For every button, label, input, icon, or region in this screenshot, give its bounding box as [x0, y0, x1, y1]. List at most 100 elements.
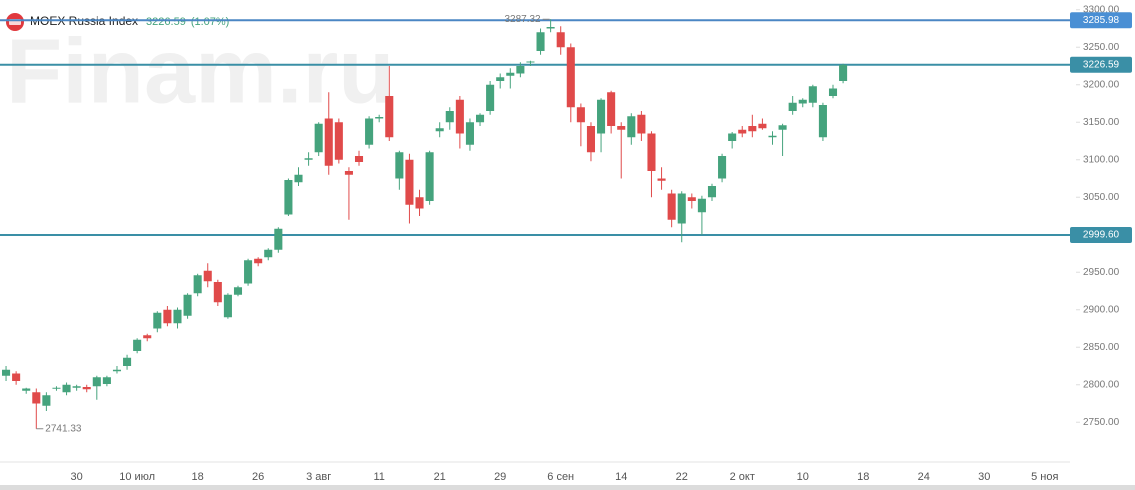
- candle-body: [193, 275, 202, 294]
- candle-body: [808, 86, 817, 103]
- x-tick-label: 10 июл: [119, 471, 155, 483]
- level-label-box: [1070, 12, 1132, 29]
- candle-body: [264, 249, 273, 258]
- candle-body: [344, 171, 353, 175]
- y-tick-label: 3300.00: [1083, 4, 1120, 15]
- candle-body: [536, 32, 545, 51]
- candle-body: [2, 369, 11, 376]
- candle-body: [183, 294, 192, 316]
- price-change: (1.07%): [191, 16, 230, 28]
- candle-body: [586, 126, 596, 153]
- candle-body: [486, 84, 495, 111]
- watermark: Finam.ru: [6, 20, 394, 122]
- candle-body: [455, 99, 464, 134]
- candle-body: [697, 198, 706, 213]
- candle-body: [153, 312, 162, 329]
- candle-body: [475, 114, 485, 123]
- candle-body: [637, 114, 646, 134]
- level-label-box: [1070, 56, 1132, 73]
- candle-body: [839, 64, 848, 81]
- candle-body: [294, 174, 303, 183]
- x-tick-label: 11: [373, 471, 384, 483]
- candle-body: [233, 287, 243, 295]
- candle-body: [657, 178, 666, 181]
- candle-body: [556, 32, 565, 48]
- candle-body: [112, 369, 122, 372]
- y-tick-label: 3050.00: [1083, 192, 1120, 203]
- y-tick-label: 2850.00: [1083, 342, 1120, 353]
- candle-body: [607, 92, 616, 126]
- candle-body: [818, 105, 827, 138]
- candle-body: [758, 123, 767, 129]
- candle-body: [435, 128, 444, 132]
- candle-body: [123, 357, 132, 366]
- candle-body: [788, 102, 797, 111]
- x-tick-label: 2 окт: [730, 471, 755, 483]
- candle-body: [314, 123, 323, 153]
- y-tick-label: 2900.00: [1083, 304, 1120, 315]
- x-tick-label: 24: [918, 471, 930, 483]
- x-tick-label: 30: [71, 471, 83, 483]
- low-annotation: 2741.33: [45, 423, 82, 434]
- y-tick-label: 2750.00: [1083, 417, 1120, 428]
- scrollbar: [0, 485, 1135, 490]
- y-tick-label: 3100.00: [1083, 154, 1120, 165]
- candle-body: [496, 77, 505, 81]
- level-label: 2999.60: [1083, 230, 1120, 241]
- candle-body: [304, 158, 313, 160]
- candle-body: [778, 125, 787, 130]
- candle-body: [324, 118, 333, 166]
- candle-body: [728, 133, 737, 141]
- candle-body: [445, 111, 454, 123]
- candle-body: [213, 282, 222, 303]
- candle-body: [203, 270, 212, 282]
- candle-body: [334, 122, 343, 160]
- x-tick-label: 6 сен: [547, 471, 574, 483]
- candle-body: [42, 395, 51, 406]
- level-label: 3226.59: [1083, 59, 1120, 70]
- candle-body: [506, 72, 515, 76]
- candle-body: [627, 116, 636, 138]
- candle-body: [546, 27, 555, 29]
- candle-body: [32, 392, 41, 404]
- candle-body: [415, 197, 424, 209]
- candle-body: [173, 309, 182, 324]
- x-tick-label: 3 авг: [306, 471, 331, 483]
- candle-body: [667, 193, 676, 220]
- candle-body: [12, 373, 21, 381]
- candle-body: [677, 193, 686, 224]
- candle-body: [395, 152, 404, 179]
- candle-body: [617, 126, 626, 130]
- candle-body: [828, 88, 838, 96]
- candle-body: [597, 99, 606, 134]
- x-tick-label: 14: [615, 471, 627, 483]
- candle-body: [284, 180, 293, 215]
- x-tick-label: 18: [857, 471, 869, 483]
- candle-body: [707, 186, 717, 198]
- candle-body: [254, 258, 263, 264]
- candle-body: [425, 152, 434, 201]
- candle-body: [798, 99, 807, 104]
- candle-body: [163, 309, 172, 324]
- candle-body: [576, 107, 585, 123]
- candle-body: [526, 61, 535, 63]
- y-tick-label: 3150.00: [1083, 117, 1120, 128]
- candle-body: [405, 159, 414, 205]
- candle-body: [647, 133, 656, 171]
- candle-body: [385, 96, 394, 138]
- candle-body: [687, 197, 696, 201]
- candle-body: [748, 126, 757, 132]
- x-tick-label: 10: [797, 471, 809, 483]
- x-tick-label: 21: [434, 471, 446, 483]
- x-tick-label: 18: [192, 471, 204, 483]
- candle-body: [768, 135, 777, 138]
- y-tick-label: 2800.00: [1083, 379, 1120, 390]
- candle-body: [22, 388, 31, 391]
- level-label: 3285.98: [1083, 15, 1120, 26]
- candle-body: [354, 156, 364, 162]
- candle-body: [516, 66, 525, 74]
- candle-body: [718, 156, 727, 179]
- x-tick-label: 29: [494, 471, 506, 483]
- candle-body: [375, 117, 384, 119]
- x-tick-label: 30: [978, 471, 990, 483]
